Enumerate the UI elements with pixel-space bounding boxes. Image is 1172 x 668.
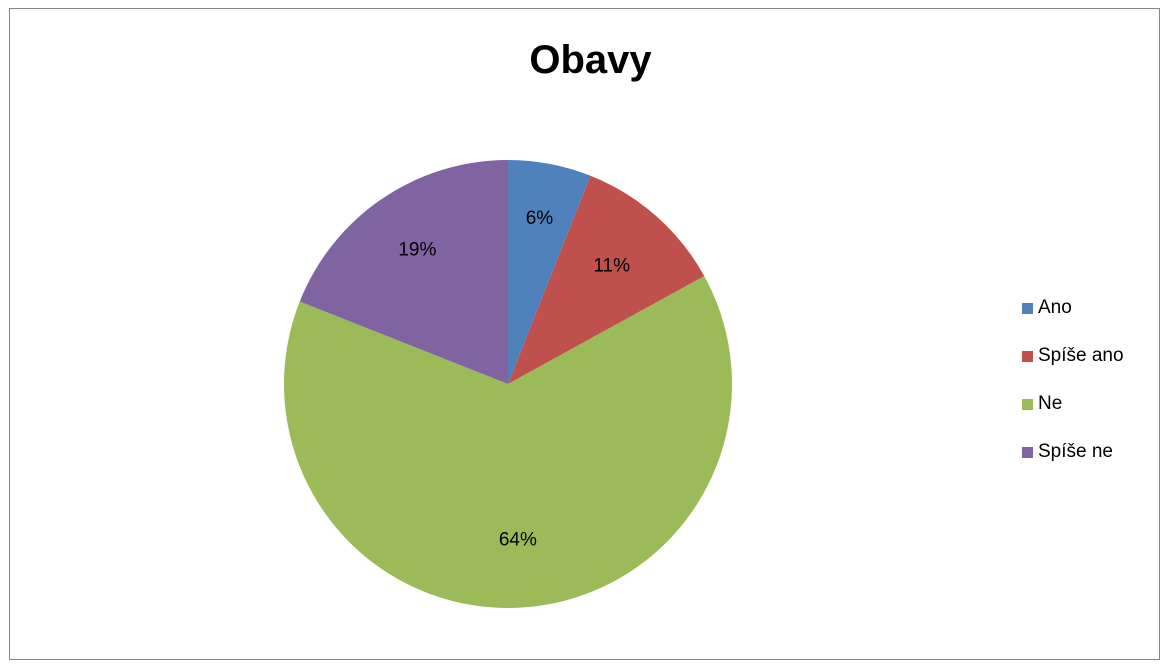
pie-slices — [283, 160, 732, 608]
pie-label-spise-ano: 11% — [593, 255, 630, 276]
legend-item-spise-ano: Spíše ano — [1022, 345, 1162, 366]
pie-label-ne: 64% — [499, 530, 537, 551]
legend-swatch-ano — [1022, 302, 1033, 314]
pie-label-spise-ne: 19% — [398, 240, 436, 261]
legend-item-ano: Ano — [1022, 297, 1162, 318]
legend-swatch-spise-ano — [1022, 350, 1033, 362]
pie-label-ano: 6% — [526, 208, 554, 229]
pie-slice-ano — [508, 160, 591, 384]
legend-label-spise-ne: Spíše ne — [1038, 441, 1113, 462]
legend-swatch-ne — [1022, 398, 1033, 410]
pie-slice-ne — [283, 276, 732, 608]
pie-slice-spise-ne — [299, 160, 508, 384]
legend-label-ano: Ano — [1038, 297, 1072, 318]
pie-labels: 6% 11% 64% 19% — [398, 208, 630, 551]
legend-item-spise-ne: Spíše ne — [1022, 441, 1162, 462]
chart-title: Obavy — [529, 38, 652, 82]
chart-legend: Ano Spíše ano Ne Spíše ne — [1022, 297, 1162, 490]
legend-label-spise-ano: Spíše ano — [1038, 345, 1124, 366]
pie-slice-spise-ano — [508, 175, 705, 384]
legend-swatch-spise-ne — [1022, 446, 1033, 458]
legend-item-ne: Ne — [1022, 393, 1162, 414]
legend-label-ne: Ne — [1038, 393, 1063, 414]
